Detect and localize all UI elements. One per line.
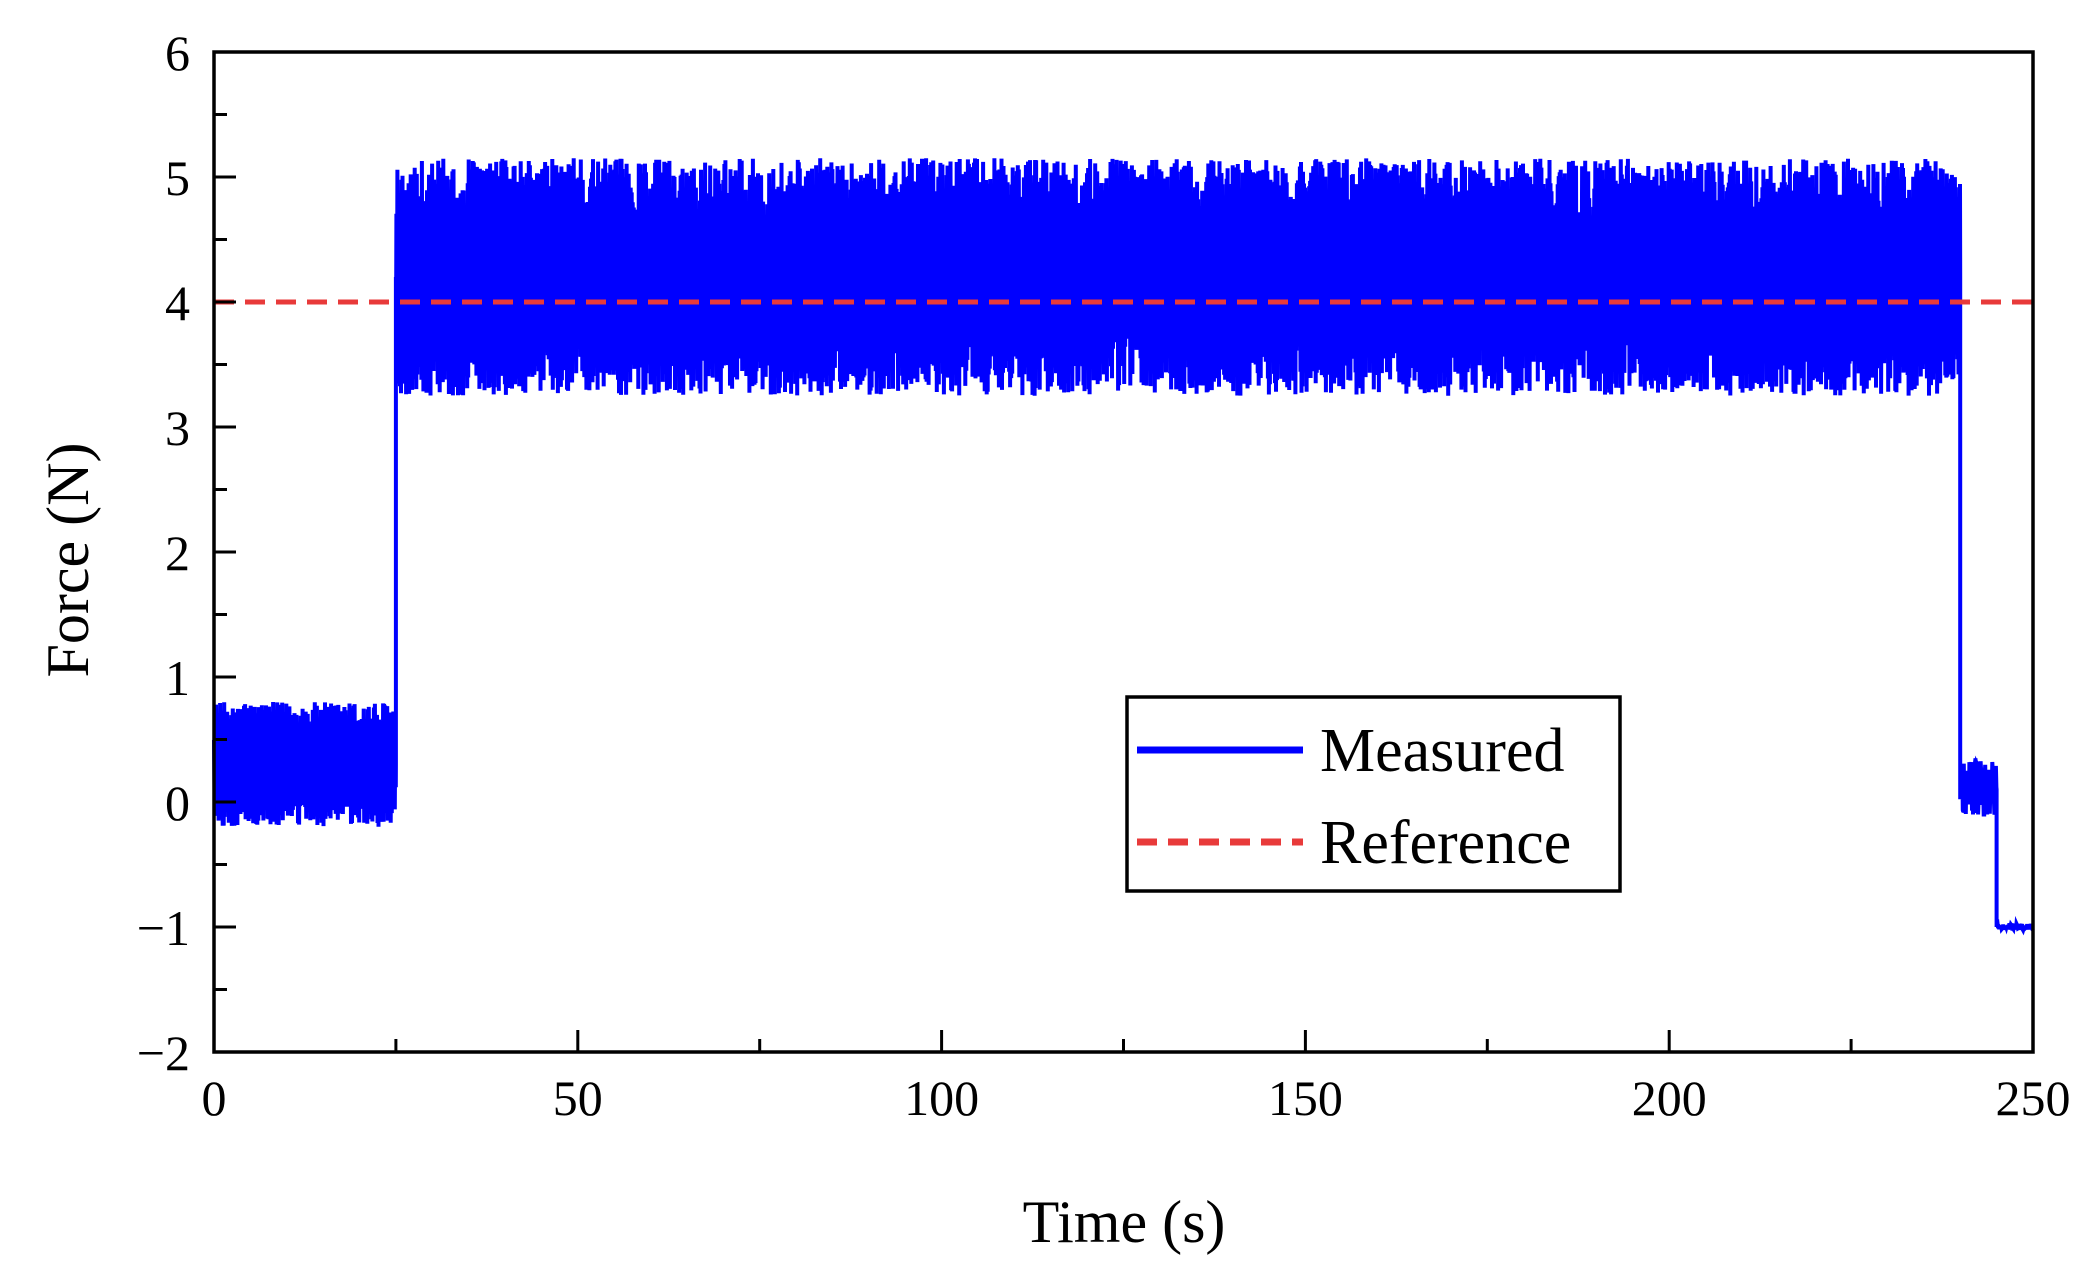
series-measured-line — [212, 158, 2035, 936]
x-axis-title: Time (s) — [1023, 1189, 1226, 1255]
x-tick-label: 100 — [904, 1070, 979, 1126]
x-tick-label: 0 — [202, 1070, 227, 1126]
y-tick-label: 2 — [165, 525, 190, 581]
legend: Measured Reference — [1125, 695, 1622, 893]
y-axis-title: Force (N) — [35, 443, 101, 678]
legend-reference-label: Reference — [1320, 809, 1571, 877]
x-tick-label: 200 — [1632, 1070, 1707, 1126]
x-tick-label: 250 — [1996, 1070, 2071, 1126]
y-tick-label: 4 — [165, 275, 190, 331]
legend-box — [1125, 695, 1622, 893]
legend-measured-label: Measured — [1320, 717, 1564, 785]
y-tick-label: 3 — [165, 400, 190, 456]
y-tick-label: 0 — [165, 775, 190, 831]
axes-layer: 0 50 100 150 200 250 −2 −1 0 1 2 3 4 5 6 — [137, 25, 2071, 1126]
x-tick-label: 50 — [553, 1070, 603, 1126]
x-tick-label: 150 — [1268, 1070, 1343, 1126]
series-layer — [212, 158, 2035, 936]
y-tick-label: −1 — [137, 900, 190, 956]
y-tick-label: 1 — [165, 650, 190, 706]
y-tick-label: 6 — [165, 25, 190, 81]
y-tick-label: 5 — [165, 150, 190, 206]
y-tick-label: −2 — [137, 1025, 190, 1081]
